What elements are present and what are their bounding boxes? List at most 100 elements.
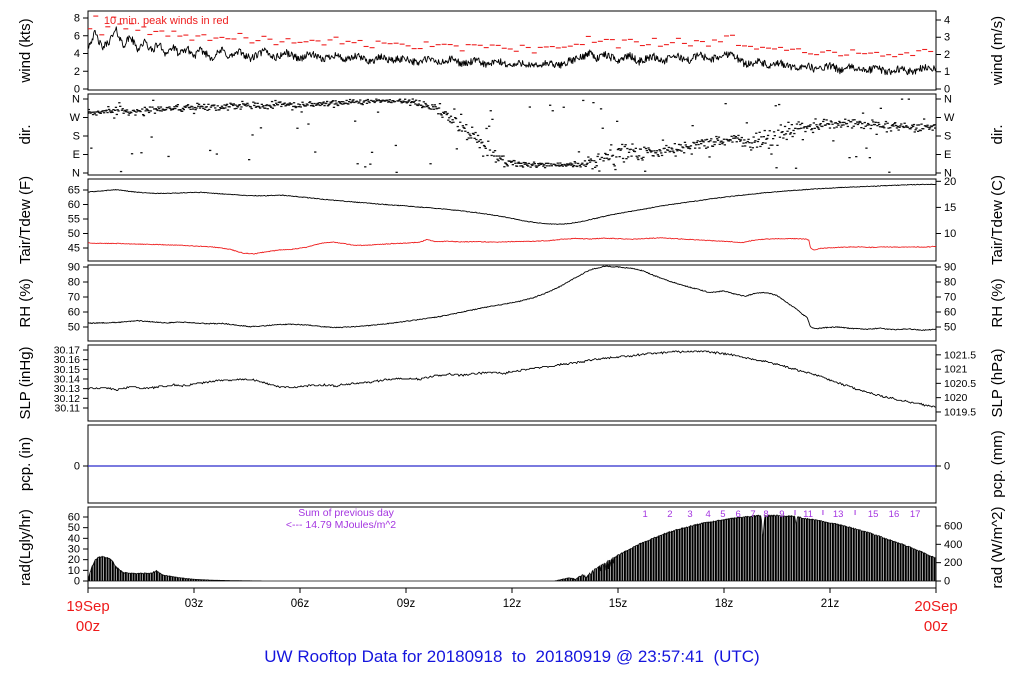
dir-dot: [283, 102, 286, 104]
dir-dot: [568, 164, 571, 166]
dir-dot: [907, 98, 910, 100]
dir-dot: [243, 104, 246, 106]
dir-dot: [555, 164, 559, 167]
left-tick-label: 30.16: [54, 354, 80, 366]
dir-dot: [354, 120, 357, 122]
dir-dot: [703, 145, 706, 147]
dir-dot: [88, 111, 91, 113]
dir-dot: [134, 114, 137, 116]
dir-dot: [416, 104, 419, 107]
dir-dot: [242, 103, 246, 105]
dir-dot: [779, 124, 782, 126]
dir-dot: [917, 130, 920, 132]
dir-dot: [339, 102, 342, 105]
dir-dot: [147, 111, 151, 114]
dir-dot: [478, 147, 481, 149]
milestone-label: 6: [735, 509, 740, 520]
dir-dot: [334, 100, 337, 102]
panel-wind: 0 2 4 6 8 0 1 2 3 4 wind (kts) wind (m/s) 10 min. pe…: [17, 10, 1006, 96]
dir-dot: [370, 151, 374, 153]
dir-dot: [758, 131, 761, 133]
dir-dot: [582, 164, 586, 166]
dir-dot: [701, 140, 704, 142]
dir-dot: [621, 157, 625, 160]
dir-dot: [444, 111, 447, 113]
dir-dot: [912, 123, 916, 126]
dir-dot: [904, 126, 907, 128]
dir-dot: [127, 114, 130, 116]
dir-dot: [772, 138, 775, 140]
dir-dot: [481, 141, 484, 143]
x-tick-label: 15z: [609, 598, 628, 610]
dir-dot: [214, 107, 217, 109]
dir-dot: [135, 111, 138, 113]
dir-dot: [787, 121, 790, 123]
dir-dot: [216, 105, 219, 107]
dir-dot: [776, 144, 779, 146]
left-tick-label: 65: [68, 185, 80, 197]
dir-dot: [203, 103, 206, 106]
dir-dot: [713, 143, 716, 146]
dir-dot: [627, 151, 631, 153]
dir-dot: [877, 121, 880, 124]
dir-dot: [461, 125, 464, 127]
dir-dot: [493, 150, 497, 152]
dir-dot: [378, 100, 381, 102]
dir-dot: [181, 110, 184, 112]
dir-dot: [500, 155, 503, 157]
dir-dot: [760, 136, 763, 138]
dir-dot: [791, 135, 794, 138]
milestone-label: 13: [833, 509, 844, 520]
dir-dot: [714, 141, 717, 143]
dir-dot: [759, 145, 762, 148]
dir-dot: [235, 107, 238, 110]
dir-dot: [541, 163, 544, 165]
dir-dot: [272, 104, 275, 106]
dir-dot: [245, 105, 248, 107]
dir-dot: [261, 106, 264, 108]
dir-dot: [219, 107, 222, 109]
dir-dot: [711, 145, 715, 147]
dir-dot: [162, 108, 165, 111]
right-tick-label: S: [944, 131, 951, 143]
dir-dot: [295, 106, 298, 108]
dir-dot: [302, 103, 305, 106]
dir-dot: [699, 140, 702, 143]
dir-dot: [232, 103, 235, 105]
dir-dot: [708, 156, 711, 158]
dir-dot: [496, 158, 499, 160]
dir-dot: [764, 142, 767, 144]
dir-dot: [223, 104, 226, 106]
dir-dot: [255, 105, 258, 108]
dir-dot: [539, 163, 542, 165]
dir-dot: [663, 147, 666, 149]
dir-dot: [375, 98, 378, 100]
dir-dot: [443, 112, 446, 114]
dir-dot: [191, 106, 194, 108]
dir-dot: [842, 124, 845, 126]
dir-dot: [681, 146, 684, 148]
dir-dot: [387, 100, 391, 103]
dir-dot: [321, 102, 324, 104]
dir-dot: [731, 141, 734, 143]
right-tick-label: 4: [944, 14, 950, 26]
dir-dot: [454, 117, 458, 120]
dir-dot: [456, 125, 459, 128]
dir-dot: [453, 108, 456, 110]
milestone-label: 17: [910, 509, 921, 520]
dir-dot: [226, 109, 230, 111]
dir-dot: [432, 108, 436, 110]
dir-dot: [398, 98, 402, 100]
dir-dot: [529, 166, 532, 168]
dir-dot: [465, 124, 468, 126]
series-wind_direction_deg: [88, 98, 936, 173]
dir-dot: [298, 104, 302, 106]
left-tick-label: 60: [68, 307, 80, 319]
panel-plot-rh: [88, 265, 936, 331]
dir-dot: [627, 156, 630, 158]
dir-dot: [457, 130, 460, 132]
dir-dot: [538, 164, 541, 166]
dir-dot: [927, 126, 930, 128]
dir-dot: [335, 102, 338, 104]
